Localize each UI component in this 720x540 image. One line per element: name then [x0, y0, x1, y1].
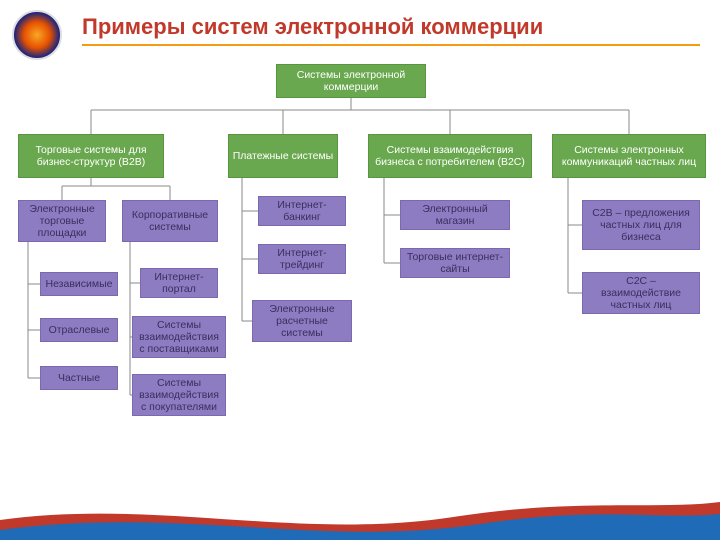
node-tsites: Торговые интернет-сайты — [400, 248, 510, 278]
node-ecalc: Электронные расчетные системы — [252, 300, 352, 342]
title-bar: Примеры систем электронной коммерции — [82, 14, 700, 46]
node-branch: Отраслевые — [40, 318, 118, 342]
node-b2b: Торговые системы для бизнес-структур (B2… — [18, 134, 164, 178]
footer-wave — [0, 492, 720, 540]
node-etp: Электронные торговые площадки — [18, 200, 106, 242]
node-b2c: Системы взаимодействия бизнеса с потреби… — [368, 134, 532, 178]
connector-layer — [0, 56, 720, 486]
node-ibank: Интернет-банкинг — [258, 196, 346, 226]
slide-title: Примеры систем электронной коммерции — [82, 14, 700, 40]
node-privn: Частные — [40, 366, 118, 390]
org-logo — [12, 10, 62, 60]
title-underline — [82, 44, 700, 46]
node-indep: Независимые — [40, 272, 118, 296]
node-itrade: Интернет-трейдинг — [258, 244, 346, 274]
node-c2b: C2B – предложения частных лиц для бизнес… — [582, 200, 700, 250]
node-supp: Системы взаимодействия с поставщиками — [132, 316, 226, 358]
node-root: Системы электронной коммерции — [276, 64, 426, 98]
node-portal: Интернет-портал — [140, 268, 218, 298]
node-c2c: C2C – взаимодействие частных лиц — [582, 272, 700, 314]
node-buy: Системы взаимодействия с покупателями — [132, 374, 226, 416]
node-corp: Корпоративные системы — [122, 200, 218, 242]
org-chart: Системы электронной коммерции Торговые си… — [0, 56, 720, 486]
node-pay: Платежные системы — [228, 134, 338, 178]
node-priv: Системы электронных коммуникаций частных… — [552, 134, 706, 178]
node-eshop: Электронный магазин — [400, 200, 510, 230]
